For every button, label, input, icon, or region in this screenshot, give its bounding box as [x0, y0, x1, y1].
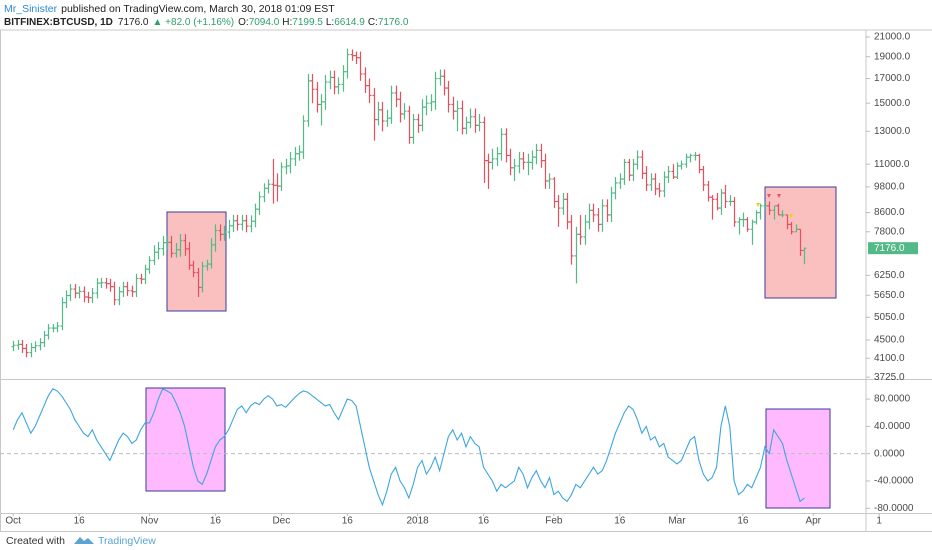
- y-tick-label: 21000.0: [874, 32, 911, 43]
- y-tick-label: 17000.0: [874, 73, 911, 84]
- y-tick-label: 19000.0: [874, 51, 911, 62]
- y-tick-label: 0.0000: [874, 448, 905, 459]
- x-tick-label: 1: [876, 516, 882, 527]
- last-price-label: 7176.0: [874, 243, 905, 254]
- publish-line: Mr_Sinister published on TradingView.com,…: [4, 3, 335, 15]
- y-tick-label: 80.0000: [874, 394, 911, 405]
- x-tick-label: 2018: [406, 516, 429, 527]
- c: 7176.0: [378, 17, 409, 28]
- brand-logo: [74, 537, 94, 544]
- o: 7094.0: [249, 17, 280, 28]
- author[interactable]: Mr_Sinister: [4, 3, 58, 15]
- x-tick-label: Nov: [141, 516, 159, 527]
- highlight-box: [765, 408, 831, 509]
- l-label: L:: [326, 17, 334, 28]
- x-tick-label: Oct: [5, 516, 21, 527]
- x-tick-label: Dec: [272, 516, 290, 527]
- x-tick-label: 16: [342, 516, 354, 527]
- change: ▲ +82.0 (+1.16%): [153, 17, 235, 28]
- footer-brand[interactable]: TradingView: [98, 535, 156, 547]
- y-tick-label: 4500.0: [874, 335, 905, 346]
- published: published on TradingView.com, March 30, …: [61, 3, 335, 15]
- h-label: H:: [282, 17, 292, 28]
- last: 7176.0: [118, 17, 149, 28]
- oscillator-line: [12, 388, 805, 507]
- y-tick-label: 7800.0: [874, 226, 905, 237]
- l: 6614.9: [334, 17, 365, 28]
- y-tick-label: 8600.0: [874, 207, 905, 218]
- signal-marker: [756, 203, 760, 207]
- x-tick-label: Mar: [668, 516, 686, 527]
- x-tick-label: 16: [737, 516, 749, 527]
- symbol: BITFINEX:BTCUSD, 1D: [4, 17, 113, 28]
- y-tick-label: 6250.0: [874, 270, 905, 281]
- h: 7199.5: [292, 17, 323, 28]
- x-tick-label: Feb: [545, 516, 563, 527]
- highlight-box: [145, 387, 226, 492]
- x-tick-label: Apr: [805, 516, 821, 527]
- y-tick-label: -40.0000: [874, 476, 914, 487]
- footer-created: Created with: [6, 535, 65, 547]
- signal-marker: [767, 194, 771, 198]
- x-tick-label: 16: [74, 516, 86, 527]
- x-tick-label: 16: [210, 516, 222, 527]
- symbol-line: BITFINEX:BTCUSD, 1D 7176.0 ▲ +82.0 (+1.16%…: [4, 17, 409, 28]
- signal-marker: [777, 194, 781, 198]
- signal-marker: [789, 214, 793, 218]
- y-tick-label: 4100.0: [874, 353, 905, 364]
- y-tick-label: 13000.0: [874, 126, 911, 137]
- highlight-box: [166, 211, 227, 312]
- y-tick-label: 5650.0: [874, 290, 905, 301]
- y-tick-label: 9800.0: [874, 182, 905, 193]
- last-price-box: [868, 242, 918, 255]
- y-tick-label: -80.0000: [874, 503, 914, 514]
- y-tick-label: 40.0000: [874, 421, 911, 432]
- y-tick-label: 5050.0: [874, 312, 905, 323]
- y-tick-label: 3725.0: [874, 372, 905, 383]
- y-tick-label: 11000.0: [874, 159, 910, 170]
- plot: 21000.0 19000.0 17000.0 15000.0 13000.0 11000…: [0, 32, 918, 527]
- o-label: O:: [238, 17, 249, 28]
- x-tick-label: 16: [478, 516, 490, 527]
- y-tick-label: 15000.0: [874, 98, 911, 109]
- c-label: C:: [368, 17, 378, 28]
- x-tick-label: 16: [614, 516, 626, 527]
